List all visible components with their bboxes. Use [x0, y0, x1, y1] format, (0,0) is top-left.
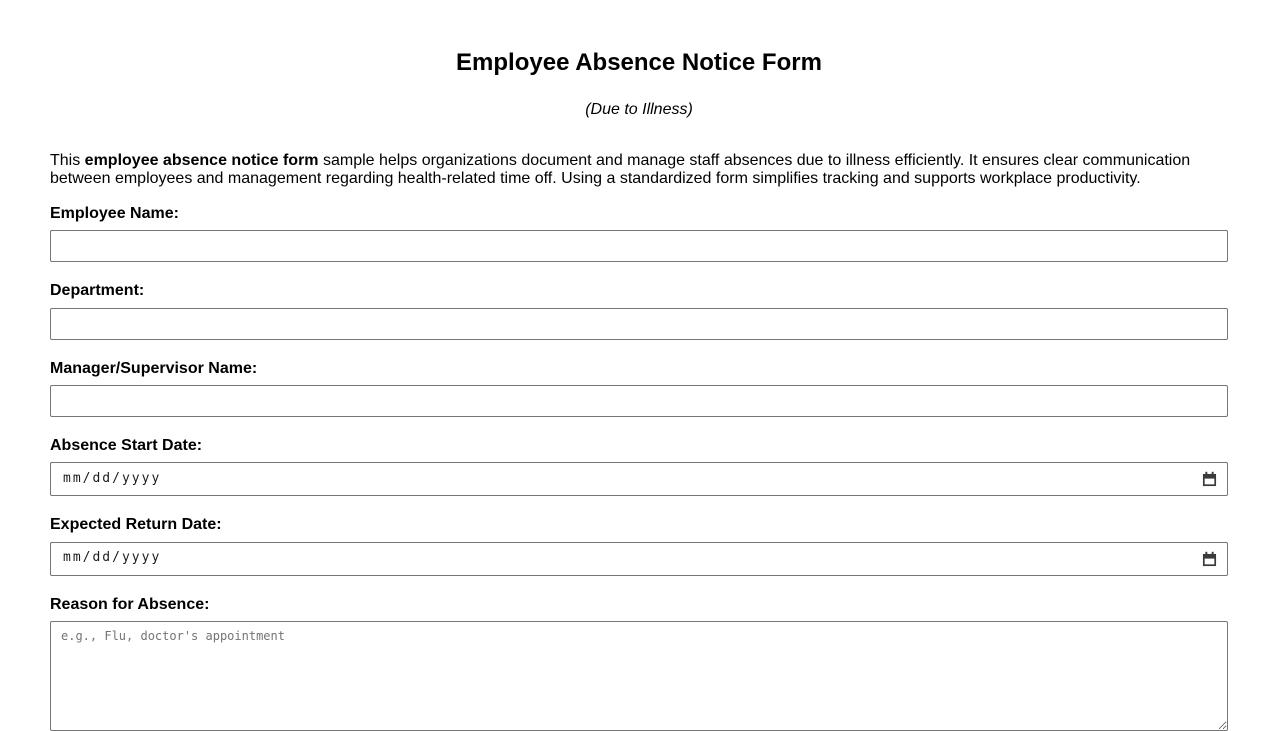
start-date-placeholder: mm/dd/yyyy: [63, 470, 162, 486]
employee-name-label: Employee Name:: [50, 204, 179, 222]
intro-text-prefix: This: [50, 151, 85, 169]
intro-text-suffix: sample helps organizations document and …: [50, 151, 1191, 188]
department-field-group: Department:: [50, 282, 1228, 340]
intro-text-highlight: employee absence notice form: [84, 151, 319, 169]
manager-name-input[interactable]: [50, 384, 1228, 417]
department-label: Department:: [50, 282, 145, 300]
start-date-field-group: Absence Start Date: mm/dd/yyyy: [50, 436, 1228, 497]
manager-field-group: Manager/Supervisor Name:: [50, 360, 1228, 417]
reason-label: Reason for Absence:: [50, 595, 210, 613]
absence-start-date-input[interactable]: mm/dd/yyyy: [50, 462, 1228, 497]
page-subtitle: (Due to Illness): [585, 100, 693, 118]
return-date-label: Expected Return Date:: [50, 516, 222, 534]
start-date-label: Absence Start Date:: [50, 436, 203, 454]
employee-name-field-group: Employee Name:: [50, 204, 1228, 263]
return-date-field-group: Expected Return Date: mm/dd/yyyy: [50, 516, 1228, 576]
department-input[interactable]: [50, 307, 1228, 340]
calendar-icon[interactable]: [1201, 471, 1217, 487]
calendar-icon[interactable]: [1201, 551, 1217, 567]
page-title: Employee Absence Notice Form: [456, 49, 822, 76]
absence-form-page: Employee Absence Notice Form (Due to Ill…: [50, 49, 1228, 731]
employee-name-input[interactable]: [50, 230, 1228, 263]
intro-paragraph: This employee absence notice form sample…: [50, 152, 1228, 189]
expected-return-date-input[interactable]: mm/dd/yyyy: [50, 541, 1228, 576]
manager-name-label: Manager/Supervisor Name:: [50, 359, 258, 377]
return-date-placeholder: mm/dd/yyyy: [63, 550, 162, 566]
reason-field-group: Reason for Absence:: [50, 596, 1228, 731]
reason-input[interactable]: [50, 621, 1228, 731]
